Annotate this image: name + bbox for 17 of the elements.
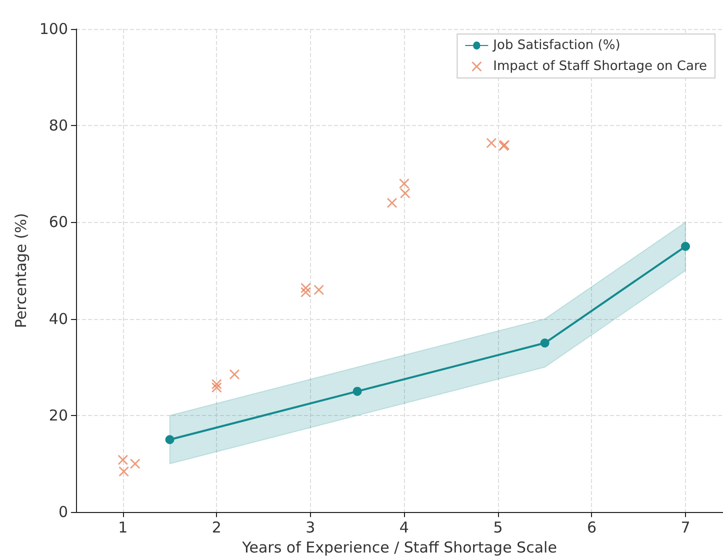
x-tick-label: 2 [212, 518, 222, 537]
x-tick-label: 1 [118, 518, 128, 537]
x-axis-title: Years of Experience / Staff Shortage Scale [241, 538, 557, 556]
x-tick-label: 7 [680, 518, 690, 537]
y-axis-title: Percentage (%) [12, 212, 30, 328]
x-tick-label: 5 [493, 518, 503, 537]
y-tick-label: 60 [48, 213, 68, 232]
y-tick-label: 20 [48, 406, 68, 424]
legend-label: Job Satisfaction (%) [492, 38, 620, 53]
x-tick-label: 4 [399, 518, 409, 537]
y-tick-label: 40 [48, 310, 68, 328]
y-tick-label: 100 [39, 20, 68, 38]
legend-label: Impact of Staff Shortage on Care [493, 59, 708, 74]
y-tick-label: 0 [58, 503, 68, 522]
x-tick-label: 6 [586, 518, 596, 537]
x-tick-label: 3 [306, 518, 316, 537]
y-tick-label: 80 [48, 116, 68, 135]
